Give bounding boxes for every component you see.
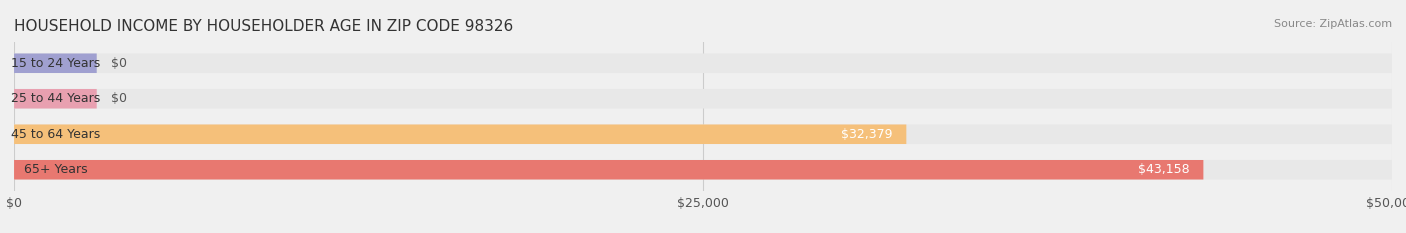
FancyBboxPatch shape <box>14 124 907 144</box>
Text: Source: ZipAtlas.com: Source: ZipAtlas.com <box>1274 19 1392 29</box>
Text: $43,158: $43,158 <box>1137 163 1189 176</box>
Text: 65+ Years: 65+ Years <box>24 163 87 176</box>
FancyBboxPatch shape <box>14 89 97 109</box>
FancyBboxPatch shape <box>14 54 97 73</box>
Text: $0: $0 <box>111 57 127 70</box>
FancyBboxPatch shape <box>14 160 1204 179</box>
Text: 25 to 44 Years: 25 to 44 Years <box>11 92 100 105</box>
FancyBboxPatch shape <box>14 89 1392 109</box>
FancyBboxPatch shape <box>14 124 1392 144</box>
Text: $32,379: $32,379 <box>841 128 893 141</box>
Text: HOUSEHOLD INCOME BY HOUSEHOLDER AGE IN ZIP CODE 98326: HOUSEHOLD INCOME BY HOUSEHOLDER AGE IN Z… <box>14 19 513 34</box>
Text: 15 to 24 Years: 15 to 24 Years <box>11 57 100 70</box>
Text: 45 to 64 Years: 45 to 64 Years <box>11 128 100 141</box>
FancyBboxPatch shape <box>14 160 1392 179</box>
FancyBboxPatch shape <box>14 54 1392 73</box>
Text: $0: $0 <box>111 92 127 105</box>
